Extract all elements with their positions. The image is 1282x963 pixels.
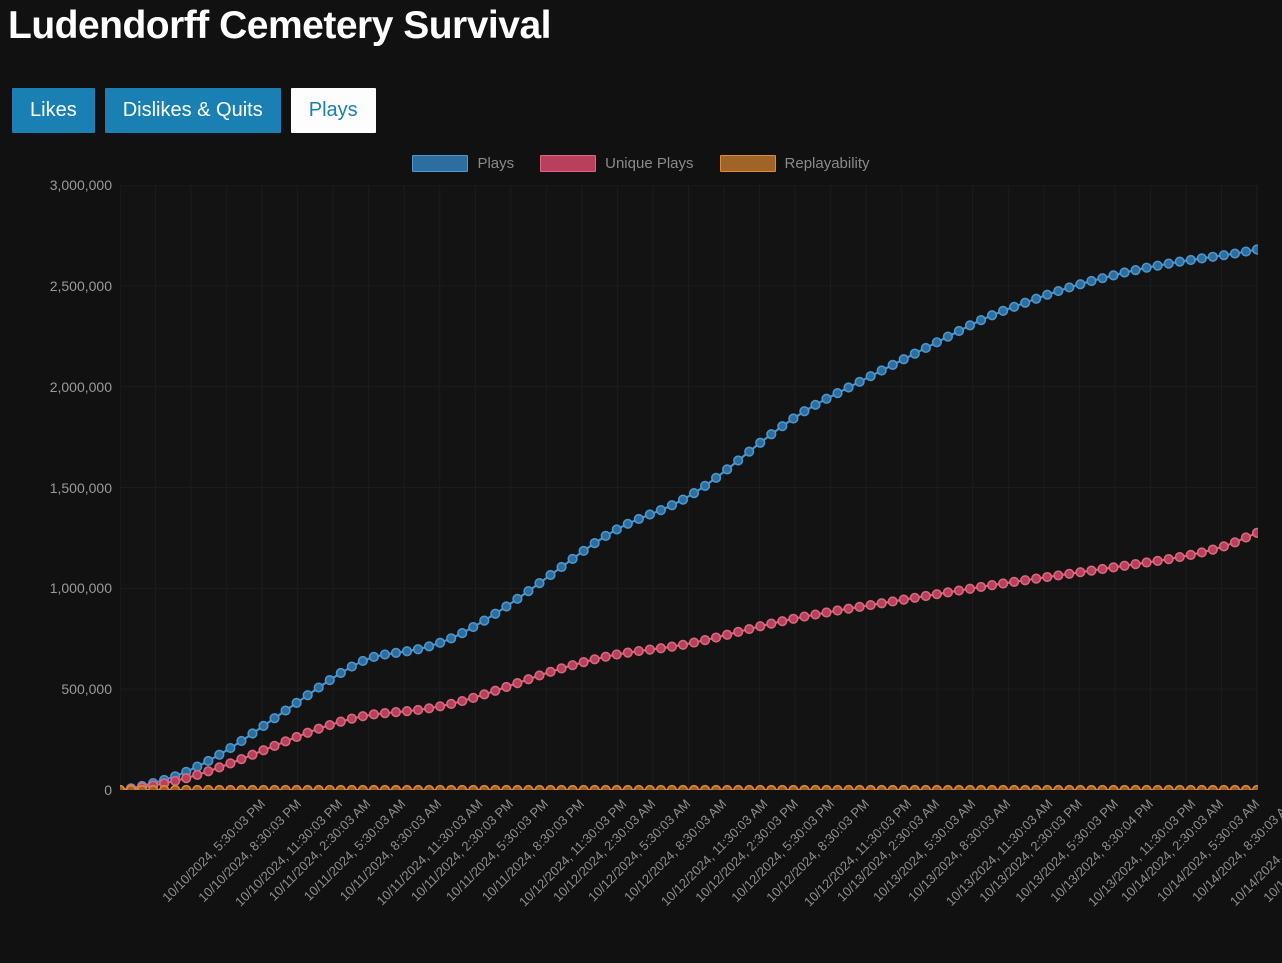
y-axis-tick-label: 1,500,000 <box>49 479 112 496</box>
page-title: Ludendorff Cemetery Survival <box>8 4 551 47</box>
legend-item-replayability[interactable]: Replayability <box>719 155 870 172</box>
y-axis-tick-label: 1,000,000 <box>49 580 112 597</box>
legend-label: Replayability <box>784 155 870 172</box>
y-axis-tick-label: 2,000,000 <box>49 378 112 395</box>
series-unique-plays <box>120 527 1258 790</box>
legend-swatch-replayability <box>719 155 776 172</box>
y-axis-tick-label: 500,000 <box>61 681 112 698</box>
y-axis: 3,000,000 2,500,000 2,000,000 1,500,000 1,00… <box>0 177 112 798</box>
plot-area <box>120 185 1258 790</box>
plot-svg <box>120 185 1258 790</box>
tab-plays[interactable]: Plays <box>290 88 376 133</box>
chart-legend: Plays Unique Plays Replayability <box>0 155 1282 172</box>
series-replayability <box>120 784 1258 790</box>
y-axis-tick-label: 0 <box>104 782 112 798</box>
tab-bar: Likes Dislikes & Quits Plays <box>12 88 376 133</box>
legend-item-unique-plays[interactable]: Unique Plays <box>540 155 694 172</box>
legend-label: Unique Plays <box>605 155 694 172</box>
legend-swatch-plays <box>412 155 469 172</box>
legend-label: Plays <box>477 155 515 172</box>
chart-container: Plays Unique Plays Replayability 3,000,000… <box>0 148 1282 963</box>
y-axis-tick-label: 2,500,000 <box>49 277 112 294</box>
x-axis: 10/10/2024, 5:30:03 PM 10/10/2024, 8:30:0… <box>120 792 1282 963</box>
tab-likes[interactable]: Likes <box>12 88 95 133</box>
legend-item-plays[interactable]: Plays <box>412 155 514 172</box>
grid-lines <box>120 185 1258 790</box>
series-plays <box>120 244 1258 790</box>
legend-swatch-unique-plays <box>540 155 597 172</box>
tab-dislikes-quits[interactable]: Dislikes & Quits <box>104 88 281 133</box>
y-axis-tick-label: 3,000,000 <box>49 177 112 193</box>
